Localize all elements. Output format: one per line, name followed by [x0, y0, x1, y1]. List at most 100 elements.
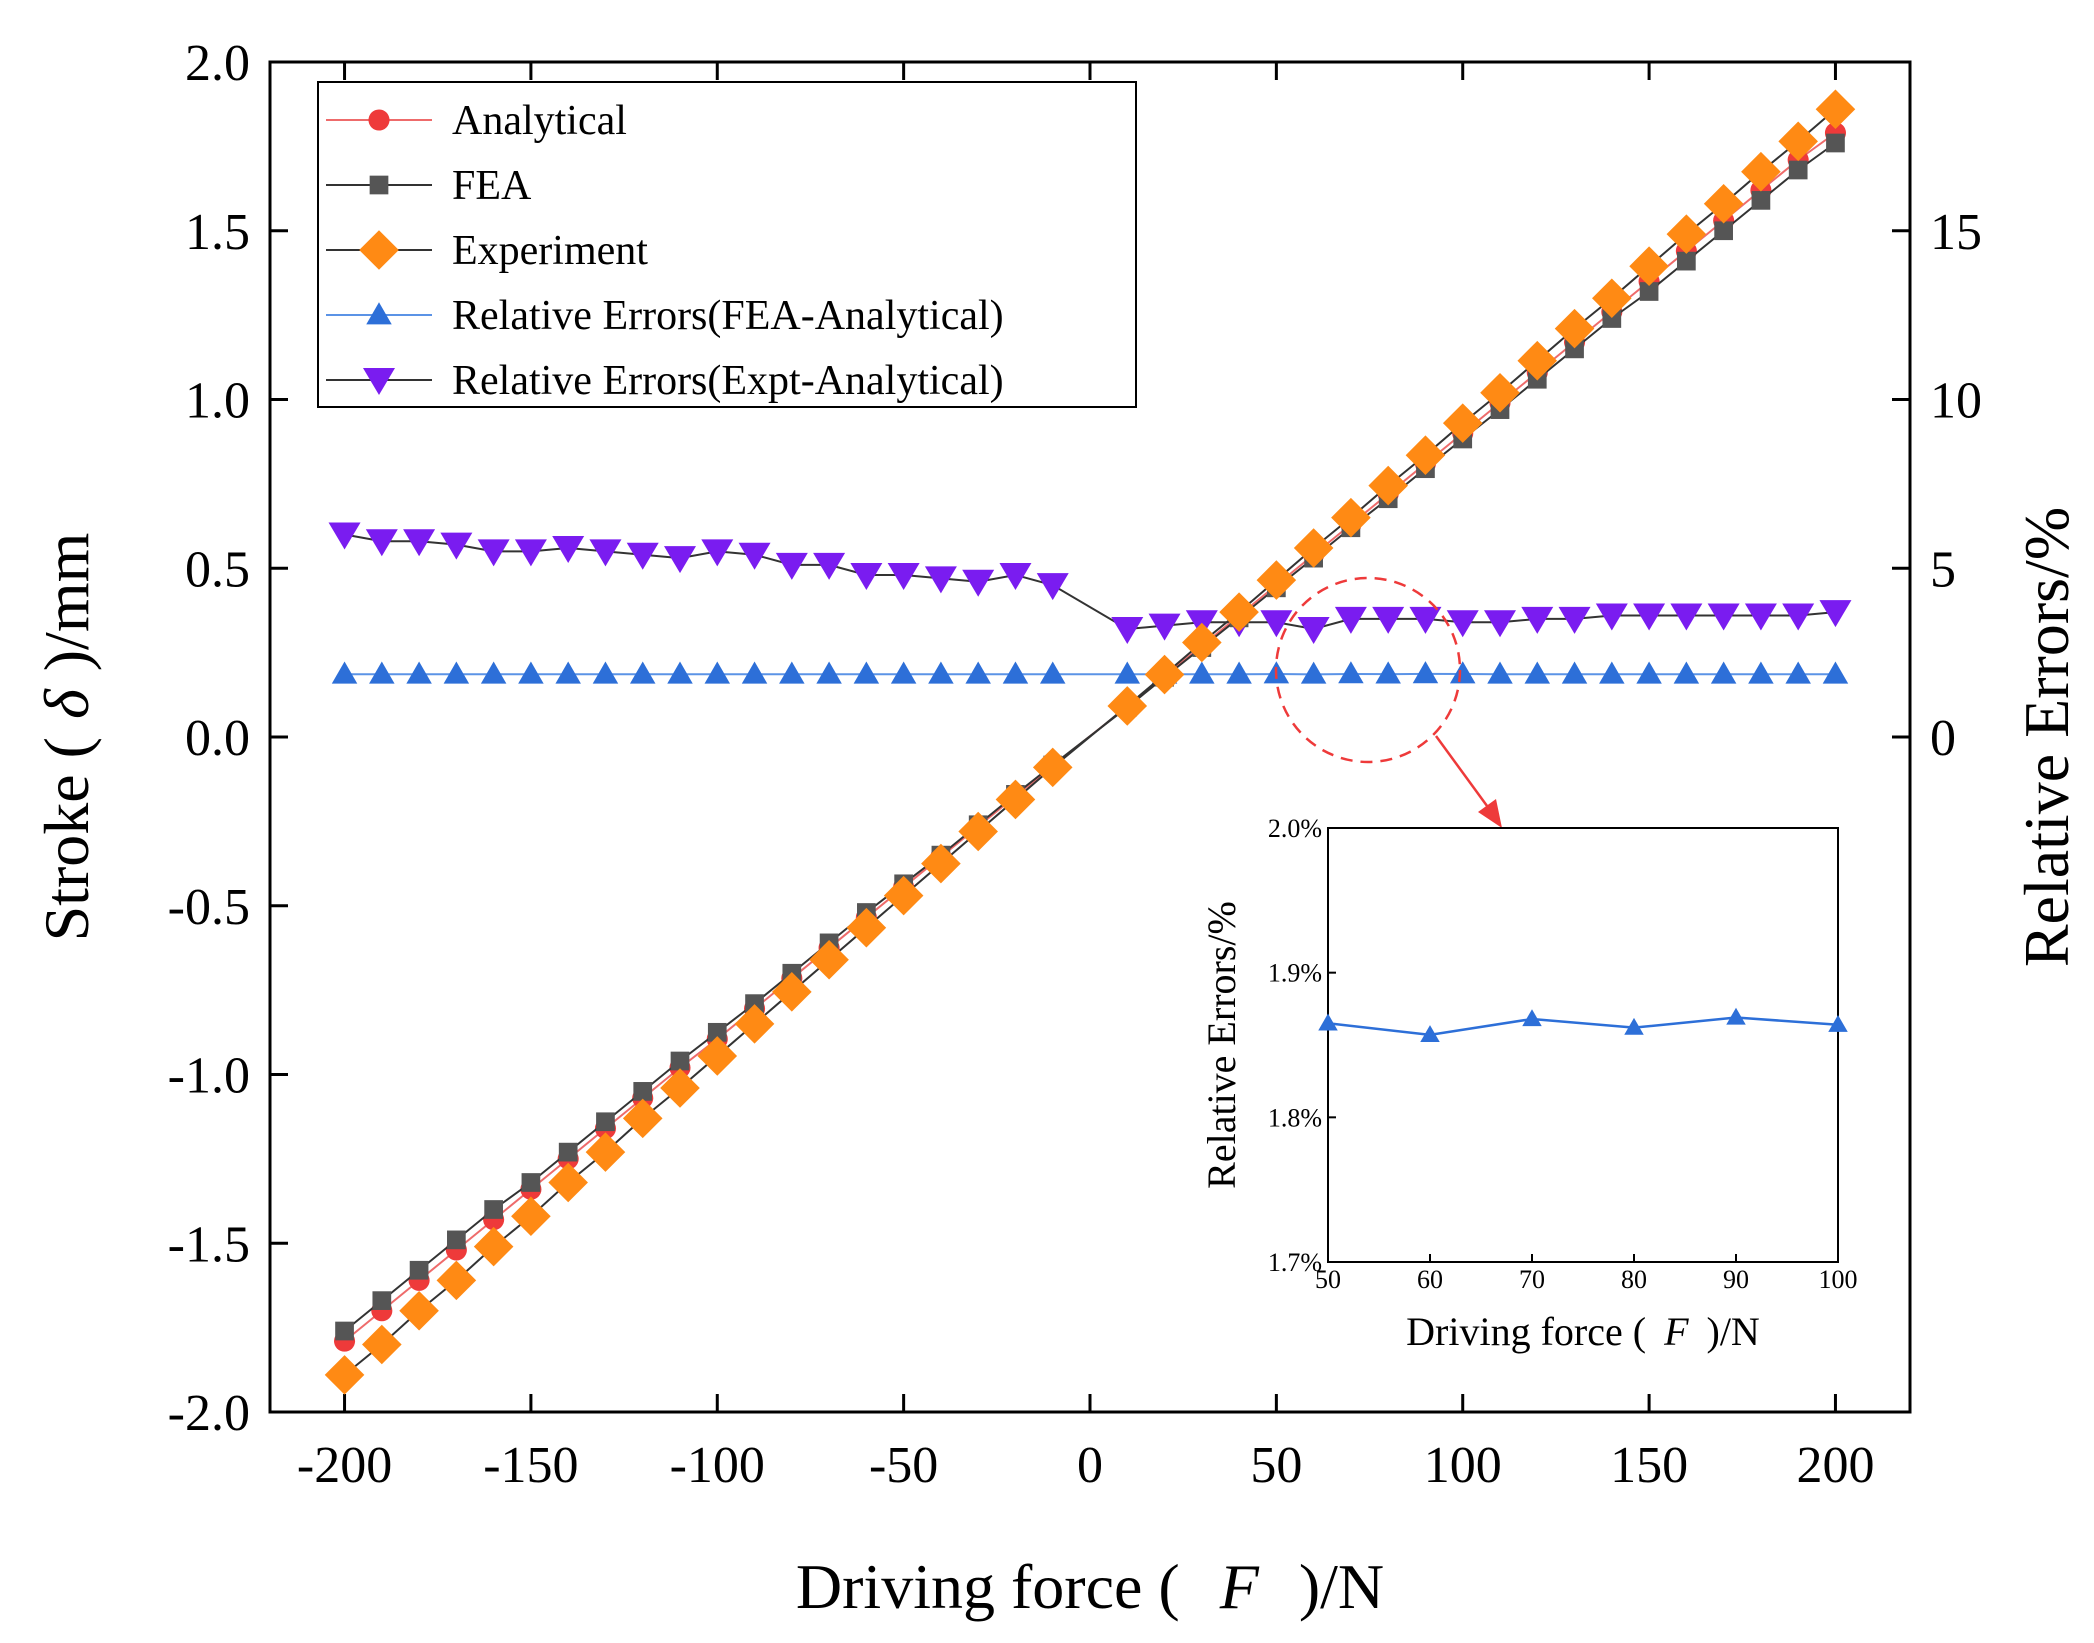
inset-y-tick-label: 1.8%: [1268, 1103, 1322, 1132]
legend-item: Relative Errors(FEA-Analytical): [326, 293, 1004, 339]
data-point: [1636, 661, 1662, 684]
legend-marker: [363, 368, 395, 395]
series-line: [343, 108, 1837, 1376]
data-point: [958, 811, 998, 852]
data-point: [633, 1082, 653, 1101]
data-point: [738, 542, 771, 570]
data-point: [440, 532, 473, 560]
y-axis-title: Stroke (δ)/mm: [31, 533, 102, 942]
data-point: [369, 661, 395, 684]
data-point: [1189, 661, 1215, 684]
data-point: [1480, 372, 1520, 413]
data-point: [473, 1226, 514, 1267]
inset-x-tick-label: 50: [1315, 1265, 1341, 1294]
data-point: [664, 546, 696, 574]
data-point: [1039, 661, 1066, 684]
inset-x-tick-label: 90: [1723, 1265, 1749, 1294]
data-point: [1741, 151, 1781, 192]
data-point: [1677, 251, 1696, 271]
inset-series-line: [1327, 1016, 1839, 1037]
data-point: [555, 661, 581, 684]
inset-data-point: [1726, 1007, 1746, 1025]
data-point: [809, 939, 849, 980]
inset-x-tick-label: 60: [1417, 1265, 1443, 1294]
data-point: [1032, 747, 1073, 788]
data-point: [853, 661, 880, 684]
x-tick-label: 0: [1077, 1437, 1103, 1494]
data-point: [734, 1004, 775, 1044]
data-point: [928, 661, 954, 684]
data-point: [1524, 661, 1551, 684]
data-point: [745, 994, 764, 1013]
data-point: [324, 1355, 365, 1395]
data-point: [1822, 661, 1849, 684]
data-point: [1114, 661, 1141, 684]
data-point: [1782, 603, 1815, 631]
y-tick-label: -2.0: [168, 1385, 250, 1442]
data-point: [1260, 610, 1293, 638]
data-point: [331, 661, 358, 684]
data-point: [995, 779, 1036, 820]
data-point: [816, 661, 842, 684]
legend-marker: [369, 175, 389, 195]
data-point: [924, 566, 957, 594]
data-point: [403, 529, 436, 557]
data-point: [1297, 617, 1330, 644]
zoom-arrow-line: [1434, 735, 1492, 811]
data-point: [1293, 528, 1334, 568]
y2-tick-label: 15: [1930, 204, 1982, 261]
data-point: [1144, 654, 1185, 695]
data-point: [552, 536, 585, 563]
data-point: [514, 539, 547, 567]
data-point: [585, 1132, 626, 1172]
legend-marker: [368, 109, 390, 131]
data-point: [1639, 282, 1659, 301]
data-point: [1778, 121, 1818, 162]
data-point: [883, 875, 924, 916]
data-point: [1633, 603, 1666, 631]
data-point: [548, 1162, 588, 1203]
legend-label: FEA: [452, 163, 532, 209]
data-point: [484, 1200, 503, 1219]
data-point: [511, 1196, 551, 1237]
data-point: [779, 661, 805, 684]
data-point: [707, 1022, 727, 1042]
data-point: [1599, 661, 1625, 684]
data-point: [592, 661, 619, 684]
data-point: [1484, 610, 1516, 638]
data-point: [962, 569, 995, 597]
data-point: [775, 552, 808, 580]
legend-label: Experiment: [452, 228, 648, 274]
legend-item: Analytical: [326, 98, 627, 144]
data-point: [477, 539, 510, 567]
data-point: [589, 539, 622, 567]
inset-y-tick-label: 2.0%: [1268, 814, 1322, 843]
legend-item: Experiment: [326, 228, 648, 274]
x-tick-label: -100: [670, 1437, 765, 1494]
data-point: [406, 661, 432, 684]
data-point: [1375, 661, 1401, 684]
data-point: [1446, 610, 1479, 638]
data-point: [772, 972, 812, 1012]
data-point: [890, 661, 917, 684]
data-point: [1670, 603, 1703, 631]
data-point: [1405, 435, 1446, 475]
data-point: [1219, 592, 1259, 632]
data-point: [1629, 246, 1669, 286]
data-point: [480, 661, 507, 684]
data-point: [697, 1036, 738, 1076]
x-tick-label: 150: [1610, 1437, 1688, 1494]
data-point: [1300, 661, 1327, 684]
data-point: [1331, 497, 1371, 538]
data-point: [1666, 214, 1707, 254]
data-point: [1785, 661, 1811, 684]
data-point: [965, 661, 991, 684]
data-point: [372, 1291, 392, 1310]
data-point: [1561, 661, 1588, 684]
inset-chart: 50 60 70 80 90 100 1.7% 1.8% 1.9% 2.0% Driving fo…: [1199, 814, 1858, 1354]
data-point: [399, 1290, 439, 1331]
legend-item: FEA: [326, 163, 532, 209]
data-point: [622, 1098, 663, 1139]
data-point: [1449, 661, 1476, 684]
x-axis-title: Driving force (F)/N: [796, 1551, 1384, 1622]
